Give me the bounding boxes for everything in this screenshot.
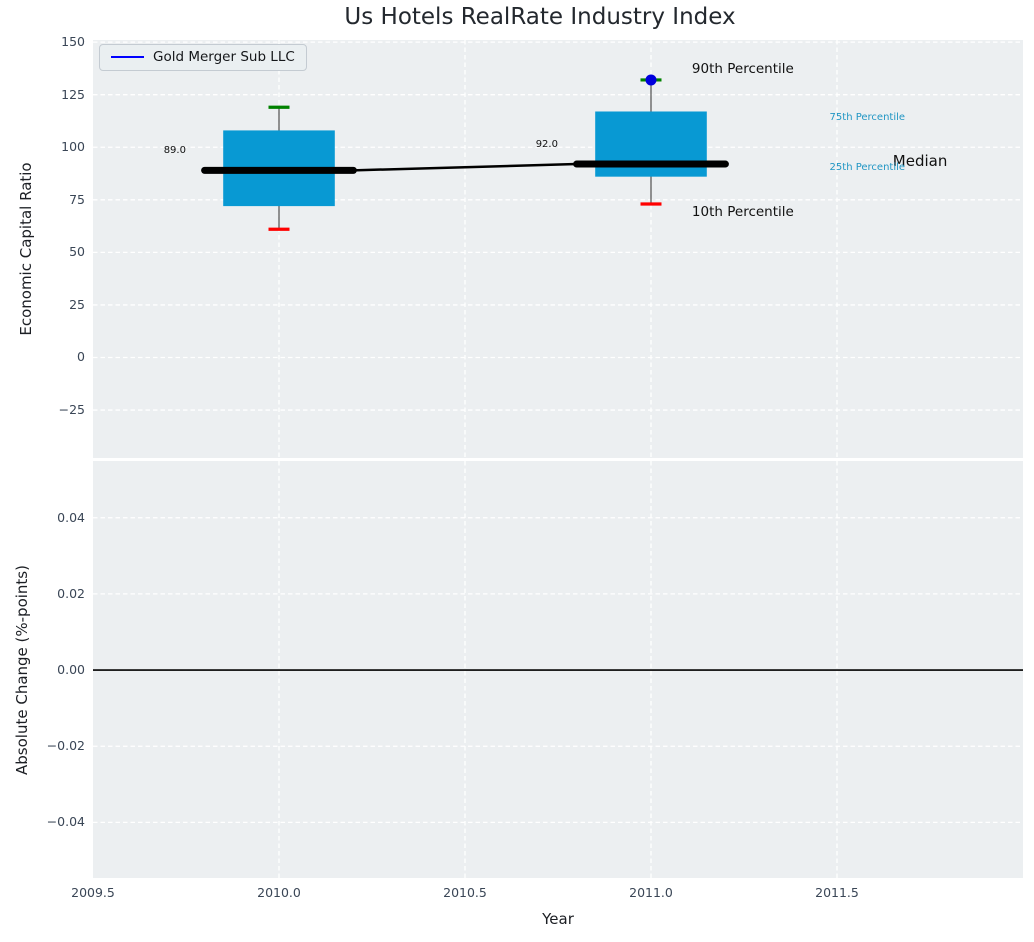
y-tick-label: 100 — [61, 139, 85, 155]
y-tick-label: 0.04 — [57, 509, 85, 525]
y-tick-label: −0.04 — [46, 814, 85, 830]
annotation-90th-percentile: 90th Percentile — [691, 61, 794, 78]
annotation-92-0: 92.0 — [535, 138, 558, 150]
plot-background — [93, 40, 1023, 458]
x-tick-label: 2011.0 — [629, 885, 673, 900]
x-axis-label: Year — [542, 910, 574, 928]
median-connector-line — [353, 162, 577, 172]
y-tick-label: 150 — [61, 34, 85, 50]
x-tick-label: 2011.5 — [815, 885, 859, 900]
legend-label: Gold Merger Sub LLC — [153, 49, 295, 65]
x-tick-label: 2010.0 — [257, 885, 301, 900]
annotation-89-0: 89.0 — [163, 145, 186, 157]
x-tick-label: 2010.5 — [443, 885, 487, 900]
y-tick-label: −25 — [58, 402, 85, 418]
annotation-75th-percentile: 75th Percentile — [829, 111, 906, 123]
y-tick-label: 75 — [69, 191, 85, 207]
y-tick-label: 0.02 — [57, 585, 85, 601]
y-tick-label: 125 — [61, 86, 85, 102]
legend-line-swatch — [111, 56, 144, 58]
y-tick-label: −0.02 — [46, 738, 85, 754]
y-tick-label: 0.00 — [57, 662, 85, 678]
x-tick-label: 2009.5 — [71, 885, 115, 900]
y-tick-label: 25 — [69, 296, 85, 312]
legend: Gold Merger Sub LLC — [99, 44, 307, 71]
y-tick-label: 50 — [69, 244, 85, 260]
annotation-median: Median — [892, 151, 948, 170]
annotation-25th-percentile: 25th Percentile — [829, 162, 906, 174]
y-tick-label: 0 — [77, 349, 85, 365]
chart-title: Us Hotels RealRate Industry Index — [344, 4, 736, 30]
company-data-point — [645, 74, 657, 86]
annotation-10th-percentile: 10th Percentile — [691, 204, 794, 221]
